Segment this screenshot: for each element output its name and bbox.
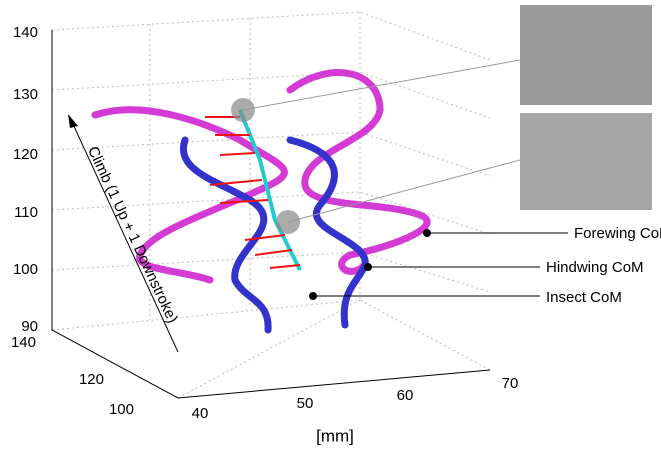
callout: Hindwing CoM xyxy=(546,259,644,276)
x-tick-label: 50 xyxy=(297,395,314,412)
callout-lines xyxy=(309,229,568,300)
z-tick-label: 130 xyxy=(13,86,38,103)
connector xyxy=(242,59,521,111)
y-tick-label: 140 xyxy=(11,334,36,351)
z-tick-label: 100 xyxy=(13,261,38,278)
y-tick-label: 120 xyxy=(79,371,104,388)
arrow-head xyxy=(68,114,78,128)
photo-bottom xyxy=(520,113,652,210)
x-tick-label: 40 xyxy=(192,405,209,422)
z-tick-label: 120 xyxy=(13,146,38,163)
photo-top xyxy=(520,5,652,105)
y-tick-label: 100 xyxy=(109,401,134,418)
x-tick-label: 70 xyxy=(502,375,519,392)
z-tick-label: 90 xyxy=(21,318,38,335)
z-tick-label: 140 xyxy=(13,24,38,41)
callout: Forewing CoM xyxy=(574,225,661,242)
z-tick-label: 110 xyxy=(14,204,38,221)
x-tick-label: 60 xyxy=(397,387,414,404)
x-label: [mm] xyxy=(316,426,354,445)
trajectories xyxy=(91,69,431,334)
callout: Insect CoM xyxy=(546,289,622,306)
connector xyxy=(287,159,521,223)
axes-frame xyxy=(51,30,491,399)
climb-arrow xyxy=(71,121,179,353)
